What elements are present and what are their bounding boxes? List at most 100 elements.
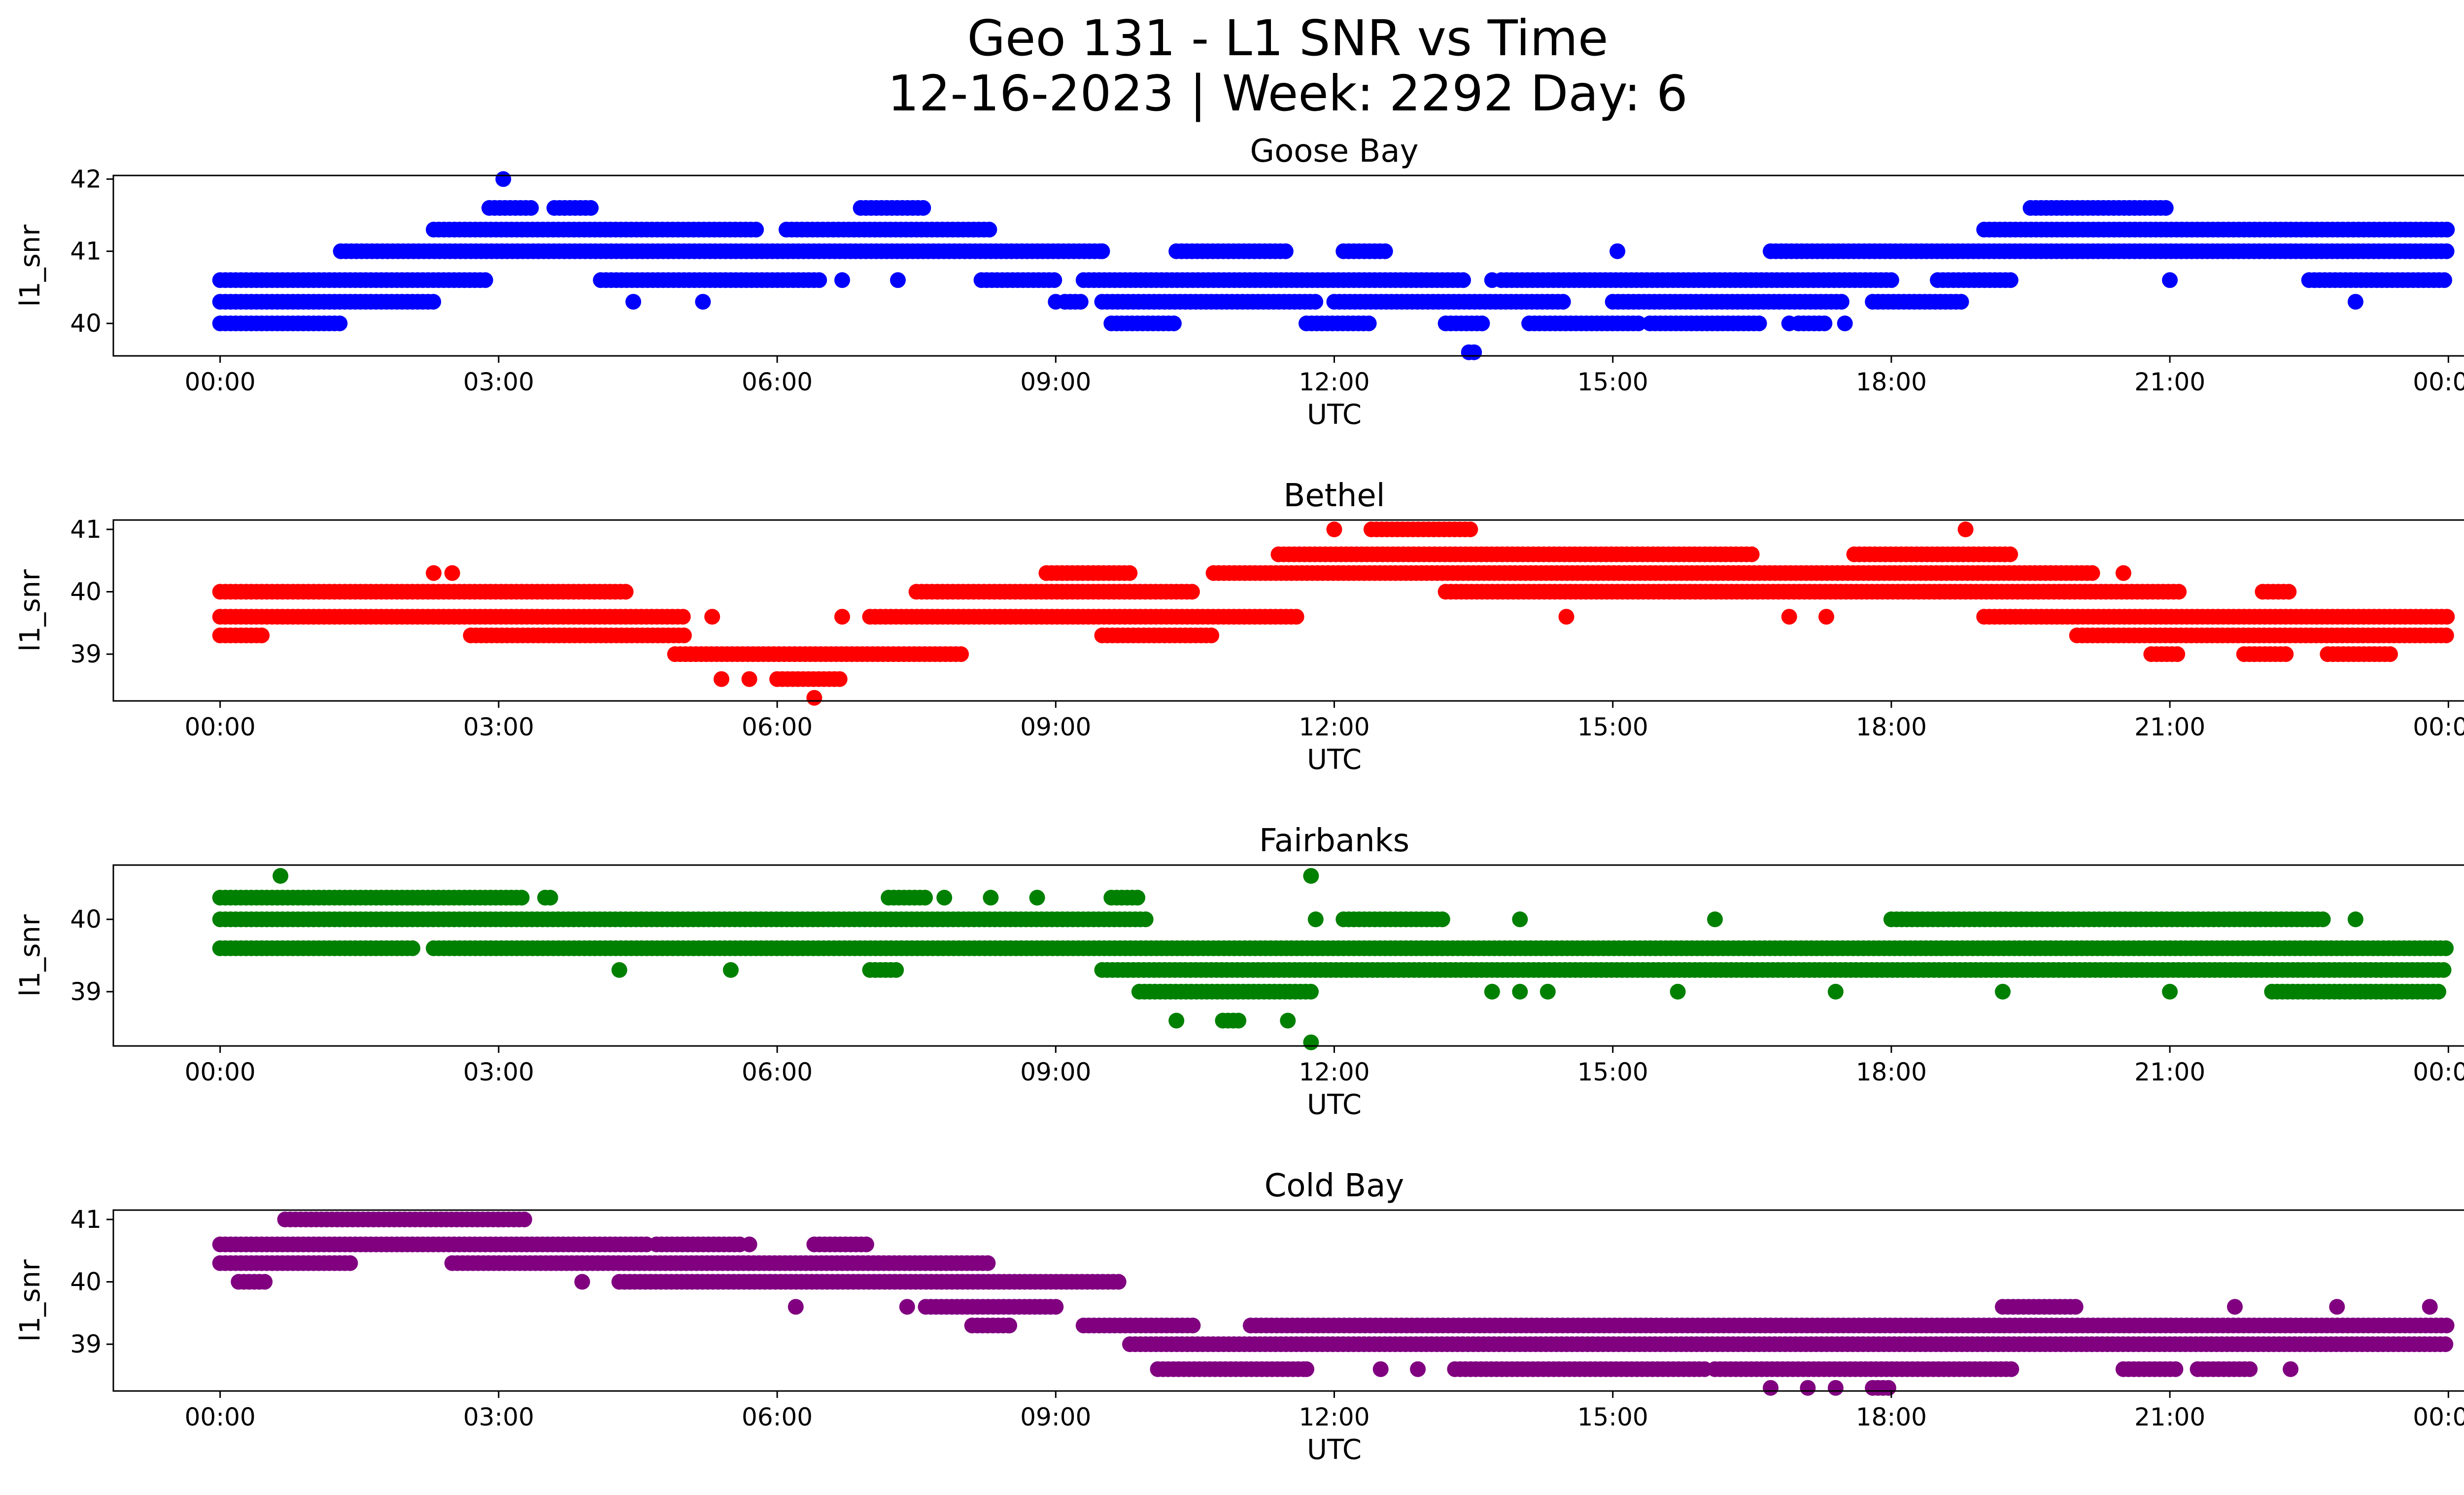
data-point bbox=[1540, 983, 1556, 1000]
data-point bbox=[516, 1212, 532, 1227]
data-point bbox=[806, 690, 822, 706]
data-point bbox=[1837, 315, 1853, 332]
data-point bbox=[1001, 1318, 1018, 1334]
data-point bbox=[1410, 1361, 1426, 1377]
data-point bbox=[523, 200, 539, 216]
data-point bbox=[257, 1274, 273, 1290]
data-point bbox=[811, 272, 827, 288]
data-point bbox=[704, 609, 720, 625]
data-point bbox=[1555, 294, 1571, 310]
data-point bbox=[888, 962, 904, 978]
data-point bbox=[834, 609, 850, 625]
y-tick-label: 41 bbox=[70, 237, 102, 266]
data-point bbox=[2084, 565, 2100, 581]
data-point bbox=[917, 890, 933, 906]
data-point bbox=[695, 294, 711, 310]
data-point bbox=[748, 221, 764, 238]
data-point bbox=[2227, 1299, 2243, 1315]
data-point bbox=[2003, 1361, 2019, 1377]
x-tick-label: 15:00 bbox=[1577, 1058, 1648, 1086]
data-point bbox=[2438, 243, 2455, 259]
x-axis-label: UTC bbox=[1307, 399, 1362, 431]
data-point bbox=[495, 171, 512, 187]
y-tick-label: 39 bbox=[70, 640, 102, 668]
data-point bbox=[2281, 584, 2297, 600]
data-point bbox=[1184, 584, 1200, 600]
data-point bbox=[1751, 315, 1767, 332]
x-tick-label: 09:00 bbox=[1020, 368, 1091, 396]
data-point bbox=[2162, 983, 2178, 1000]
x-axis-label: UTC bbox=[1307, 744, 1362, 776]
data-point bbox=[2347, 911, 2363, 928]
x-tick-label: 00:00 bbox=[185, 1403, 256, 1431]
data-point bbox=[2439, 609, 2455, 625]
data-point bbox=[1609, 243, 1626, 259]
x-tick-label: 06:00 bbox=[742, 368, 813, 396]
data-point bbox=[2439, 221, 2455, 238]
data-point bbox=[1455, 272, 1471, 288]
data-point bbox=[1361, 315, 1377, 332]
x-tick-label: 15:00 bbox=[1577, 713, 1648, 741]
data-point bbox=[1880, 1380, 1896, 1396]
data-point bbox=[542, 890, 558, 906]
data-point bbox=[1122, 565, 1138, 581]
x-tick-label: 12:00 bbox=[1299, 1403, 1369, 1431]
data-point bbox=[890, 272, 906, 288]
data-point bbox=[2438, 627, 2454, 644]
data-point bbox=[676, 627, 692, 644]
data-point bbox=[1800, 1380, 1816, 1396]
x-tick-label: 21:00 bbox=[2134, 1403, 2205, 1431]
x-tick-label: 00:00 bbox=[2413, 713, 2464, 741]
x-tick-label: 18:00 bbox=[1856, 1403, 1927, 1431]
panel-title: Fairbanks bbox=[1259, 823, 1409, 859]
y-tick-label: 39 bbox=[70, 977, 102, 1006]
data-point bbox=[1707, 911, 1723, 928]
data-point bbox=[1833, 294, 1849, 310]
data-point bbox=[1185, 1318, 1201, 1334]
data-point bbox=[714, 671, 729, 687]
data-point bbox=[2242, 1361, 2258, 1377]
data-point bbox=[2347, 294, 2363, 310]
data-point bbox=[1288, 609, 1304, 625]
x-tick-label: 15:00 bbox=[1577, 1403, 1648, 1431]
data-point bbox=[2169, 646, 2186, 662]
x-tick-label: 03:00 bbox=[463, 713, 534, 741]
data-point bbox=[1303, 868, 1319, 884]
y-tick-label: 41 bbox=[70, 1205, 102, 1234]
data-point bbox=[980, 1255, 996, 1271]
data-point bbox=[426, 565, 442, 581]
x-tick-label: 03:00 bbox=[463, 1403, 534, 1431]
data-points bbox=[212, 522, 2455, 706]
panel-title: Cold Bay bbox=[1265, 1168, 1404, 1204]
data-point bbox=[1670, 983, 1686, 1000]
data-point bbox=[2435, 962, 2452, 978]
data-point bbox=[1110, 1274, 1127, 1290]
panel-title: Bethel bbox=[1283, 478, 1385, 514]
data-point bbox=[1072, 294, 1089, 310]
data-point bbox=[915, 200, 931, 216]
data-point bbox=[1462, 522, 1478, 537]
data-point bbox=[1466, 344, 1482, 360]
x-tick-label: 18:00 bbox=[1856, 713, 1927, 741]
data-point bbox=[741, 1236, 757, 1252]
data-point bbox=[444, 565, 460, 581]
data-point bbox=[1048, 1299, 1064, 1315]
data-point bbox=[1957, 522, 1974, 537]
data-point bbox=[1046, 272, 1062, 288]
data-point bbox=[625, 294, 642, 310]
y-tick-label: 41 bbox=[70, 515, 102, 544]
data-point bbox=[574, 1274, 590, 1290]
data-point bbox=[1558, 609, 1574, 625]
data-point bbox=[342, 1255, 358, 1271]
data-point bbox=[2438, 1318, 2455, 1334]
data-point bbox=[1995, 983, 2011, 1000]
panel-title: Goose Bay bbox=[1250, 133, 1419, 170]
data-point bbox=[983, 890, 999, 906]
y-tick-label: 40 bbox=[70, 309, 102, 338]
data-point bbox=[936, 890, 953, 906]
